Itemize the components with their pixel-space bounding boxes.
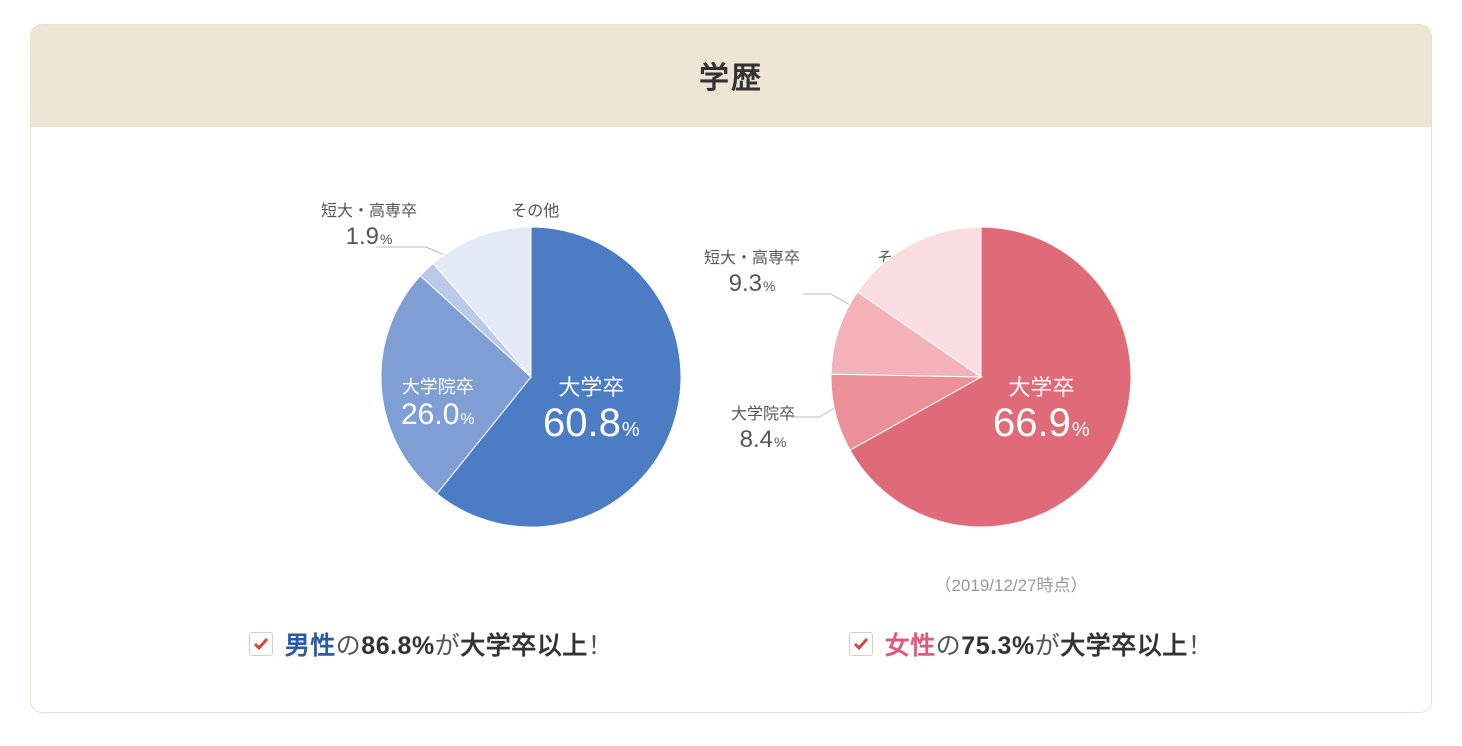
male-pie-wrap: 大学卒 60.8% 大学院卒 26.0% (381, 227, 681, 532)
callout-exc: ！ (1188, 632, 1214, 660)
callout-pre: の (336, 632, 362, 660)
label-pct: % (622, 419, 640, 441)
label-text: 大学卒 (993, 375, 1090, 400)
female-pie-wrap: 大学卒 66.9% (831, 227, 1131, 532)
label-text: 短大・高専卒 (704, 249, 800, 269)
callout-what: 大学卒以上 (460, 632, 588, 660)
male-in-label: 大学卒 60.8% (543, 375, 640, 446)
label-pct: % (763, 278, 775, 294)
callout-what: 大学卒以上 (1060, 632, 1188, 660)
label-text: 大学院卒 (731, 405, 795, 425)
callout-exc: ！ (588, 632, 614, 660)
female-label-junior: 短大・高専卒 9.3% (704, 249, 800, 299)
label-pct: % (460, 411, 474, 428)
callout-pct: 86.8% (361, 632, 434, 660)
label-pct: % (1072, 419, 1090, 441)
callout-mid: が (1035, 632, 1061, 660)
card-title: 学歴 (31, 25, 1431, 127)
check-icon (249, 632, 273, 656)
label-text: 大学院卒 (401, 377, 475, 398)
callout-mid: が (435, 632, 461, 660)
charts-row: 短大・高専卒 1.9% その他 11.3% 大学卒 60.8% 大学院卒 26.… (71, 157, 1391, 577)
male-in-label-grad: 大学院卒 26.0% (401, 377, 475, 432)
label-text: 大学卒 (543, 375, 640, 400)
label-value: 9.3 (729, 270, 762, 297)
education-card: 学歴 短大・高専卒 1.9% その他 11.3% 大学卒 60.8% (30, 24, 1432, 713)
label-text: 短大・高専卒 (321, 202, 417, 222)
label-pct: % (774, 434, 786, 450)
callout-who: 女性 (885, 632, 936, 660)
check-icon (849, 632, 873, 656)
female-in-label: 大学卒 66.9% (993, 375, 1090, 446)
label-value: 8.4 (740, 426, 773, 453)
callouts-row: 男性の86.8%が大学卒以上！ 女性の75.3%が大学卒以上！ (71, 626, 1391, 672)
label-value: 26.0 (401, 398, 459, 431)
callout-pct: 75.3% (961, 632, 1034, 660)
label-text: その他 (506, 202, 564, 222)
card-body: 短大・高専卒 1.9% その他 11.3% 大学卒 60.8% 大学院卒 26.… (31, 127, 1431, 712)
callout-pre: の (936, 632, 962, 660)
label-value: 66.9 (993, 401, 1071, 445)
callout-female: 女性の75.3%が大学卒以上！ (849, 626, 1213, 662)
callout-male: 男性の86.8%が大学卒以上！ (249, 626, 613, 662)
female-label-grad: 大学院卒 8.4% (731, 405, 795, 455)
callout-who: 男性 (285, 632, 336, 660)
label-value: 60.8 (543, 401, 621, 445)
